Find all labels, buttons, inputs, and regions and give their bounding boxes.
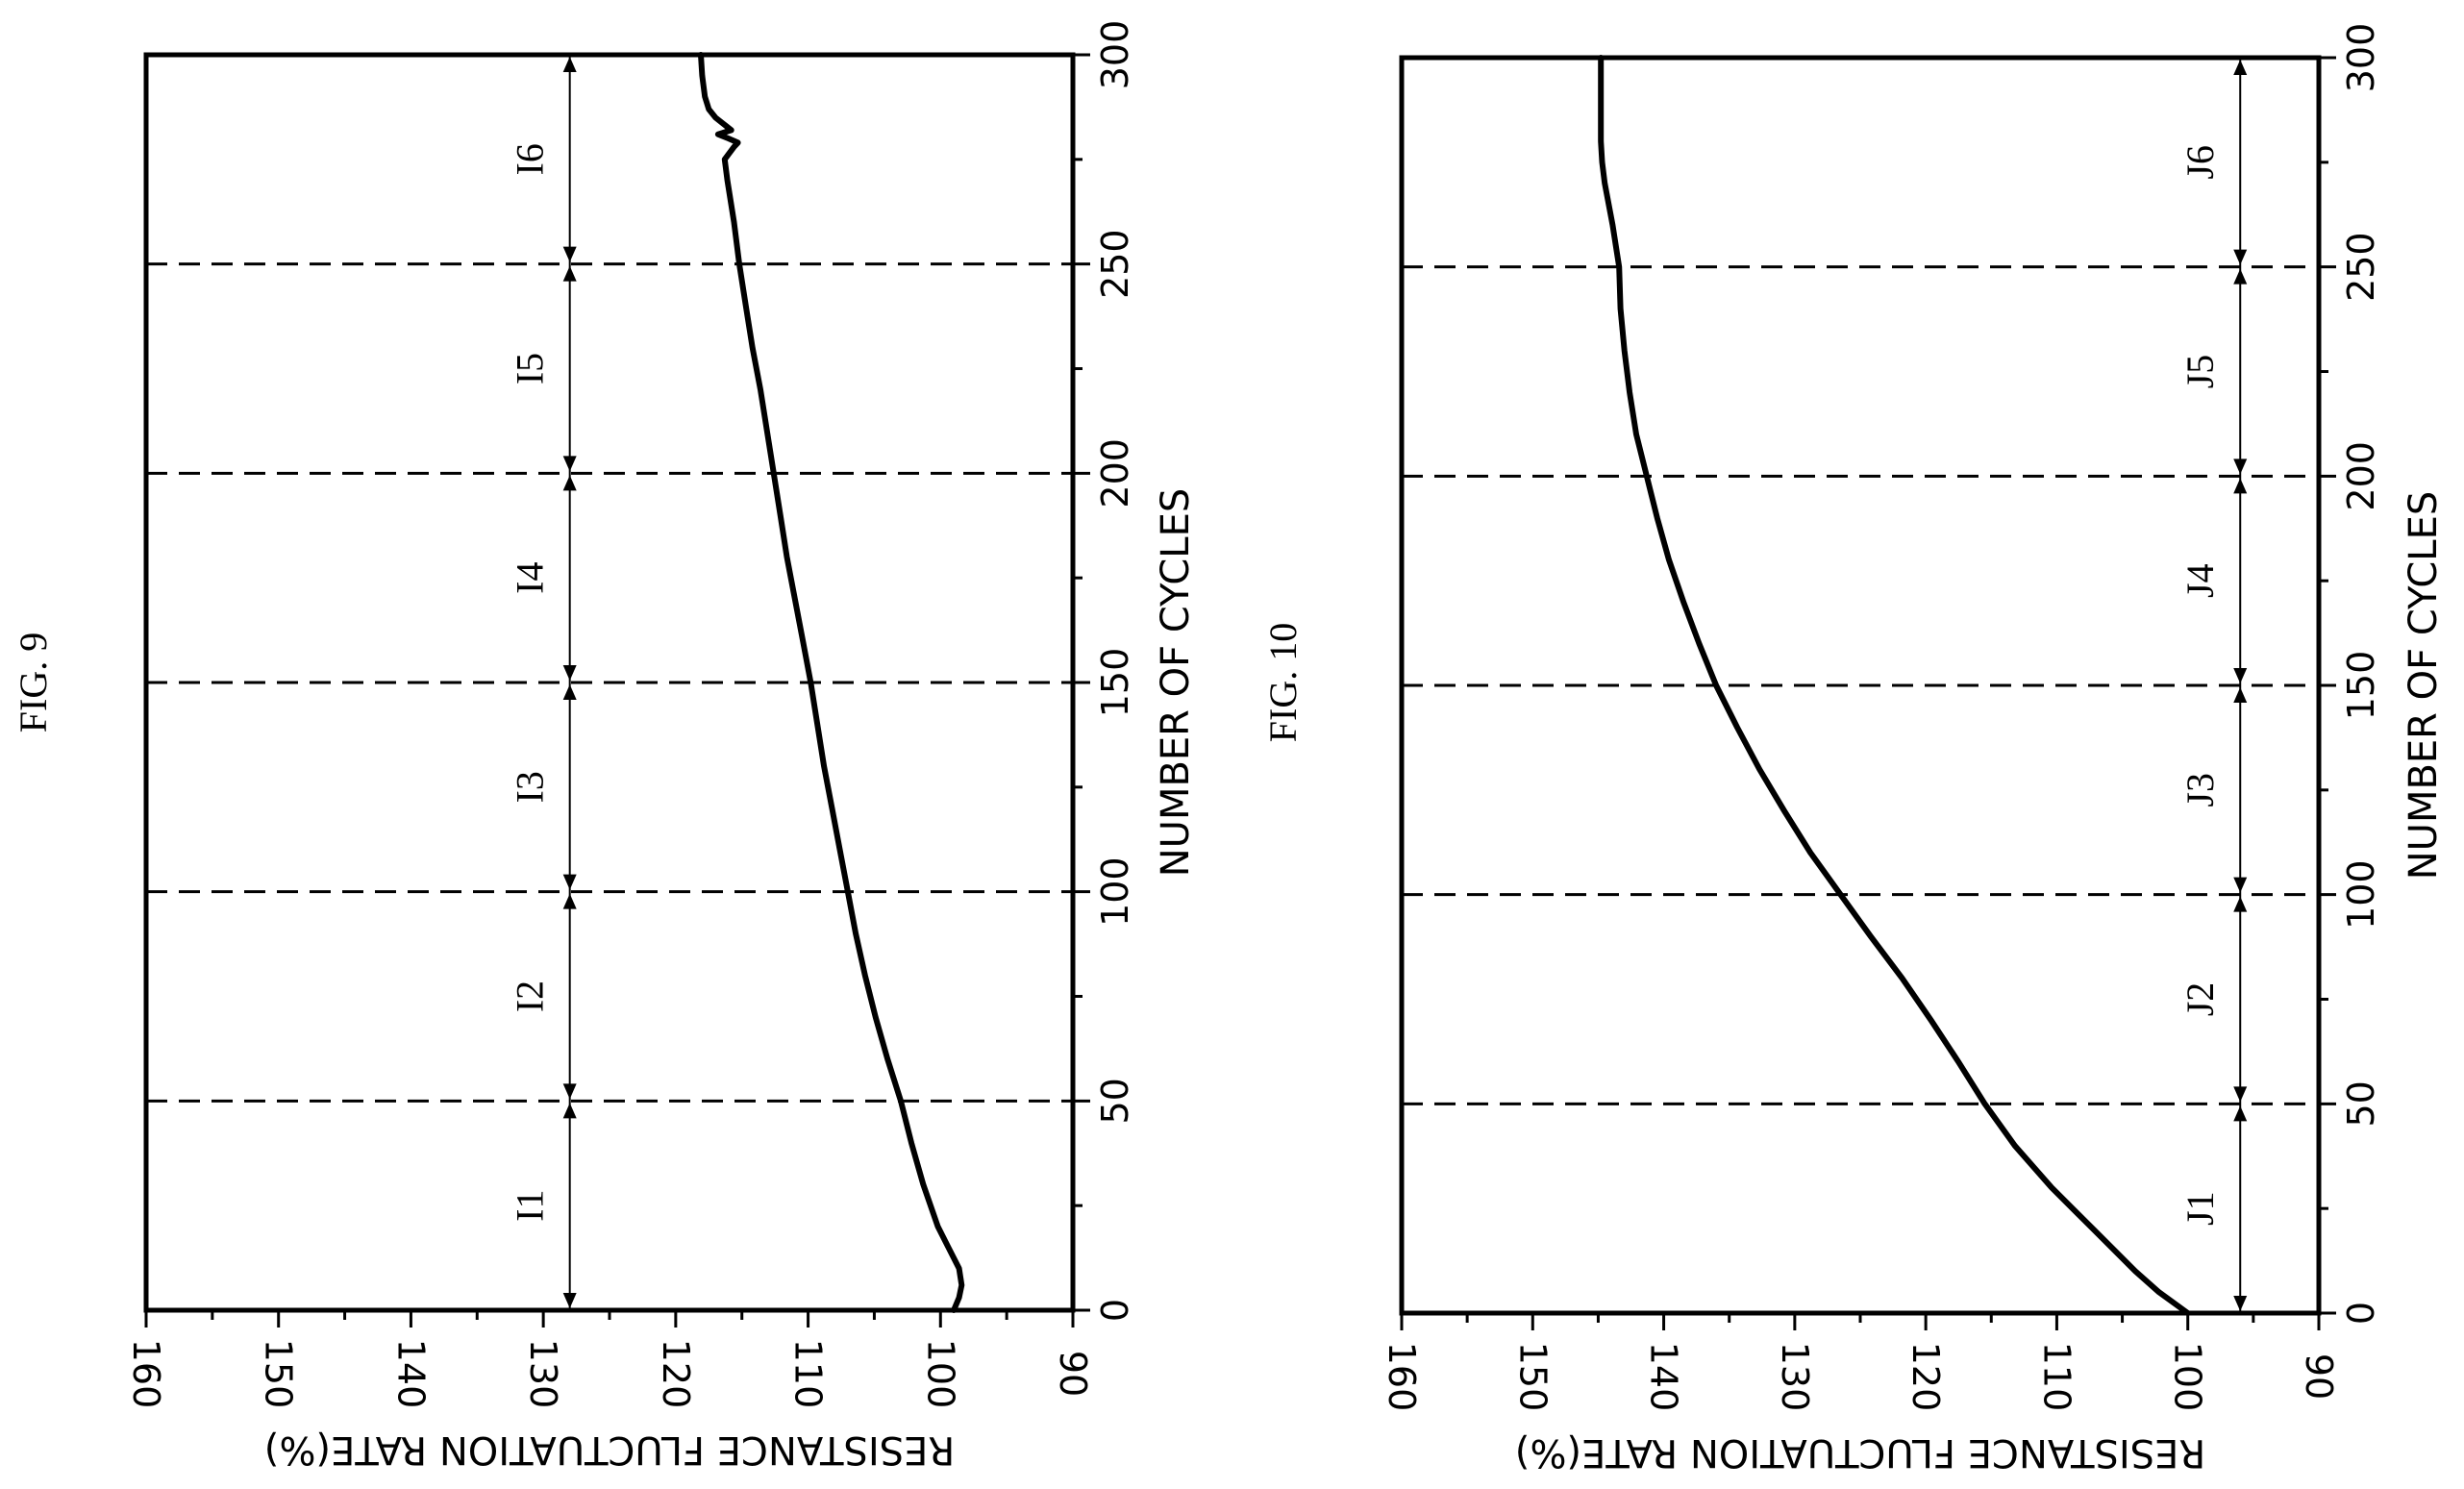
series-line-1 (1598, 55, 2191, 1316)
region-arrow-head (562, 1293, 577, 1308)
x-tick-label: 300 (1094, 20, 1136, 90)
y-tick-label: 140 (1643, 1342, 1685, 1412)
region-arrow-head (2233, 877, 2248, 893)
region-label-i2: I2 (509, 980, 552, 1012)
y-tick-label: 110 (2035, 1342, 2078, 1412)
region-label-j6: J6 (2178, 145, 2222, 180)
y-axis-label: RESISTANCE FLUCTUATION RATE(%) (264, 1427, 955, 1472)
x-tick-label: 50 (1094, 1078, 1136, 1124)
region-label-j1: J1 (2178, 1191, 2222, 1226)
x-tick-label: 100 (1094, 856, 1136, 927)
region-arrow-head (562, 57, 577, 72)
region-label-i5: I5 (509, 353, 552, 385)
y-tick-label: 90 (2298, 1353, 2340, 1400)
y-tick-label: 160 (1381, 1342, 1423, 1412)
region-arrow-head (2233, 1086, 2248, 1103)
region-label-j4: J4 (2178, 563, 2222, 598)
region-label-j2: J2 (2178, 982, 2222, 1017)
region-arrow-head (2233, 459, 2248, 475)
region-arrow-head (2233, 687, 2248, 703)
x-tick-label: 200 (1094, 438, 1136, 509)
x-tick-label: 0 (2340, 1302, 2382, 1325)
x-tick-label: 250 (2340, 232, 2382, 302)
x-tick-label: 300 (2340, 23, 2382, 93)
y-tick-label: 150 (258, 1339, 300, 1409)
x-axis-label: NUMBER OF CYCLES (2402, 491, 2446, 881)
region-arrow-head (562, 665, 577, 681)
y-tick-label: 100 (2167, 1342, 2209, 1412)
region-arrow-head (562, 874, 577, 890)
y-tick-label: 160 (125, 1339, 167, 1409)
series-line-1 (698, 52, 965, 1313)
x-tick-label: 50 (2340, 1080, 2382, 1127)
region-label-j3: J3 (2178, 773, 2222, 807)
region-arrow-head (2233, 896, 2248, 912)
chart-title: FIG. 10 (1261, 623, 1305, 742)
y-axis-label: RESISTANCE FLUCTUATION RATE(%) (1515, 1430, 2205, 1475)
region-arrow-head (562, 1103, 577, 1119)
region-arrow-head (562, 265, 577, 282)
y-tick-label: 90 (1052, 1351, 1094, 1397)
region-arrow-head (2233, 478, 2248, 494)
chart-1: FIG. 9 0 50 100 150 200 250 300 NUMBER OF CYCLES… (12, 20, 1198, 1472)
x-tick-label: 100 (2340, 859, 2382, 930)
region-arrow-head (2233, 668, 2248, 683)
x-tick-label: 200 (2340, 441, 2382, 511)
region-label-j5: J5 (2178, 355, 2222, 389)
x-tick-label: 250 (1094, 229, 1136, 299)
region-arrow-head (562, 1083, 577, 1100)
y-tick-label: 100 (919, 1339, 961, 1409)
chart-2: FIG. 10 0 50 100 150 200 250 300 NUMBER OF CYCLE… (1261, 23, 2446, 1475)
region-label-i1: I1 (509, 1190, 552, 1222)
x-tick-label: 150 (1094, 648, 1136, 718)
region-arrow-head (2233, 249, 2248, 265)
y-tick-label: 130 (522, 1339, 564, 1409)
chart-title: FIG. 9 (12, 633, 55, 732)
y-tick-label: 150 (1511, 1342, 1554, 1412)
region-arrow-head (562, 475, 577, 491)
x-tick-label: 150 (2340, 651, 2382, 721)
region-arrow-head (562, 456, 577, 472)
region-arrow-head (2233, 268, 2248, 285)
y-tick-label: 130 (1774, 1342, 1816, 1412)
region-arrow-head (2233, 1296, 2248, 1311)
region-label-i4: I4 (509, 562, 552, 594)
region-label-i3: I3 (509, 771, 552, 803)
region-arrow-head (2233, 1105, 2248, 1122)
region-arrow-head (562, 246, 577, 262)
y-tick-label: 110 (787, 1339, 830, 1409)
region-arrow-head (562, 893, 577, 909)
y-tick-label: 120 (1904, 1342, 1947, 1412)
region-label-i6: I6 (509, 143, 552, 175)
region-arrow-head (562, 684, 577, 700)
x-axis-label: NUMBER OF CYCLES (1154, 488, 1198, 878)
x-tick-label: 0 (1094, 1299, 1136, 1322)
y-tick-label: 120 (655, 1339, 697, 1409)
region-arrow-head (2233, 60, 2248, 75)
y-tick-label: 140 (389, 1339, 432, 1409)
